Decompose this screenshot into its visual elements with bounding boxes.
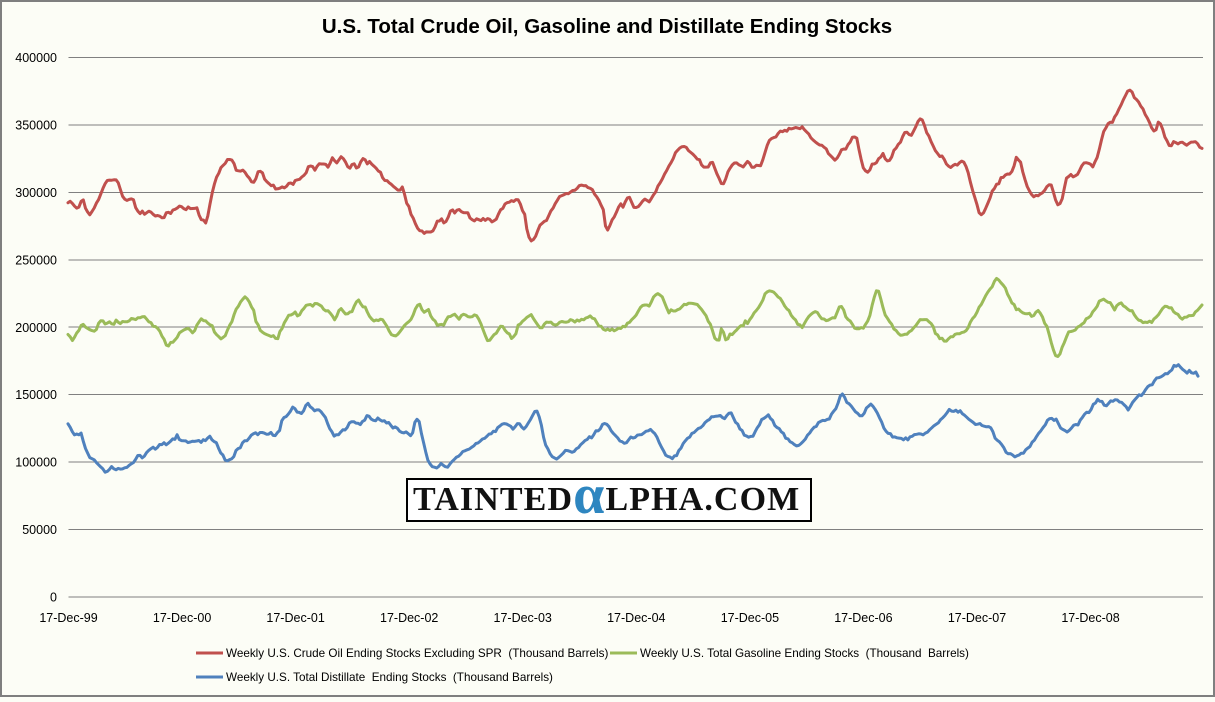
svg-text:Weekly U.S. Total Distillate: Weekly U.S. Total Distillate Ending Stoc… [226,671,553,684]
svg-text:200000: 200000 [15,321,57,335]
svg-text:17-Dec-08: 17-Dec-08 [1061,611,1119,625]
svg-text:150000: 150000 [15,388,57,402]
svg-text:300000: 300000 [15,186,57,200]
svg-text:0: 0 [50,591,57,605]
svg-text:17-Dec-03: 17-Dec-03 [494,611,552,625]
svg-text:17-Dec-05: 17-Dec-05 [721,611,779,625]
svg-text:U.S. Total Crude Oil, Gasoline: U.S. Total Crude Oil, Gasoline and Disti… [322,15,892,38]
svg-text:17-Dec-02: 17-Dec-02 [380,611,438,625]
svg-text:17-Dec-07: 17-Dec-07 [948,611,1006,625]
svg-text:17-Dec-00: 17-Dec-00 [153,611,211,625]
svg-text:250000: 250000 [15,253,57,267]
svg-text:Weekly U.S. Crude Oil Ending S: Weekly U.S. Crude Oil Ending Stocks Excl… [226,647,608,660]
svg-text:Weekly U.S. Total Gasoline End: Weekly U.S. Total Gasoline Ending Stocks… [640,647,969,660]
svg-text:350000: 350000 [15,118,57,132]
svg-text:50000: 50000 [22,523,57,537]
svg-text:17-Dec-99: 17-Dec-99 [39,611,97,625]
svg-text:17-Dec-01: 17-Dec-01 [266,611,324,625]
svg-text:400000: 400000 [15,51,57,65]
svg-text:100000: 100000 [15,456,57,470]
svg-text:17-Dec-06: 17-Dec-06 [834,611,892,625]
svg-text:17-Dec-04: 17-Dec-04 [607,611,665,625]
